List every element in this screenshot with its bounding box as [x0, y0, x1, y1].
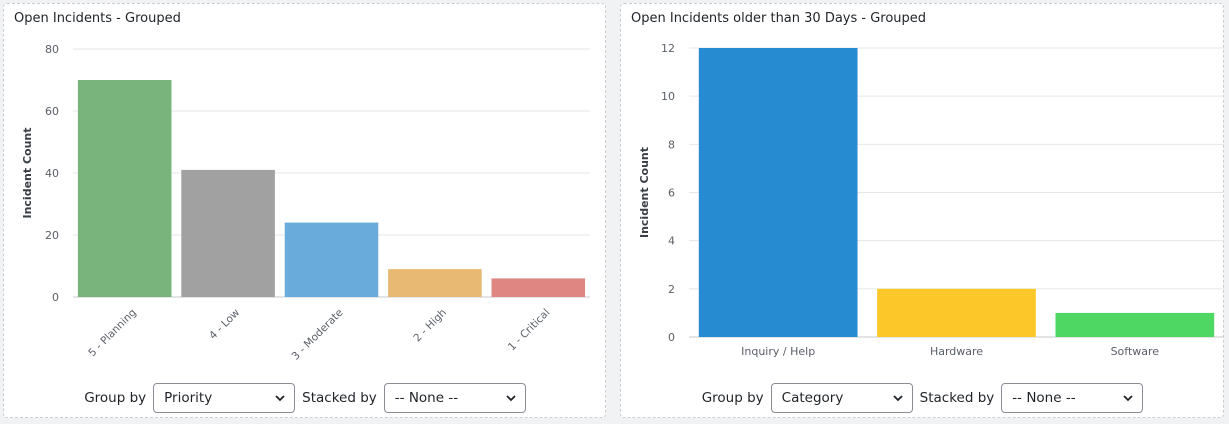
group-by-label: Group by: [84, 390, 147, 406]
x-tick-label: Hardware: [930, 345, 983, 358]
bar-3-moderate: [284, 222, 379, 297]
chart-title: Open Incidents - Grouped: [14, 11, 181, 26]
group-by-selected-value: Category: [781, 390, 844, 406]
y-tick-label: 20: [45, 229, 59, 242]
stacked-by-label: Stacked by: [919, 390, 995, 406]
x-tick-label: 2 - High: [411, 307, 449, 345]
group-by-select[interactable]: Category: [770, 383, 913, 413]
y-tick-label: 10: [661, 90, 675, 103]
bar-1-critical: [491, 278, 586, 297]
x-tick-label: Inquiry / Help: [741, 345, 815, 358]
bar-5-planning: [77, 80, 172, 297]
bar-hardware: [877, 288, 1036, 337]
y-tick-label: 40: [45, 167, 59, 180]
stacked-by-select[interactable]: -- None --: [383, 383, 526, 413]
x-tick-label: 1 - Critical: [506, 307, 553, 354]
y-tick-label: 2: [668, 283, 675, 296]
stacked-by-selected-value: -- None --: [394, 390, 459, 406]
bar-4-low: [181, 169, 275, 297]
y-tick-label: 80: [45, 43, 59, 56]
group-by-selected-value: Priority: [164, 390, 213, 406]
y-tick-label: 60: [45, 105, 59, 118]
y-axis-label: Incident Count: [21, 127, 34, 218]
y-tick-label: 12: [661, 42, 675, 55]
y-tick-label: 6: [668, 187, 675, 200]
stacked-by-label: Stacked by: [302, 390, 377, 406]
chart-title: Open Incidents older than 30 Days - Grou…: [631, 11, 927, 26]
stacked-by-select[interactable]: -- None --: [1001, 383, 1144, 413]
bar-chart-priority: 0 20 40 60 80 Incident Count 5 - Planning 4 - L…: [21, 43, 590, 363]
chevron-down-icon: [1123, 395, 1133, 402]
x-tick-label: Software: [1111, 345, 1160, 358]
group-by-select[interactable]: Priority: [153, 383, 296, 413]
x-tick-label: 4 - Low: [207, 306, 243, 342]
chart-controls: Group by Category Stacked by -- None --: [621, 382, 1223, 414]
bar-software: [1055, 312, 1215, 337]
group-by-label: Group by: [701, 390, 764, 406]
chart-card-open-incidents: Open Incidents - Grouped 0 20 40 60 80 Incide…: [3, 3, 606, 418]
bar-chart-category: 0 2 4 6 8 10 12 Incident Count Inquiry / Help Har…: [638, 42, 1224, 358]
chevron-down-icon: [893, 395, 903, 402]
chart-controls: Group by Priority Stacked by -- None --: [4, 382, 605, 414]
chart-card-open-incidents-30-days: Open Incidents older than 30 Days - Grou…: [620, 3, 1224, 418]
y-tick-label: 4: [668, 235, 675, 248]
chevron-down-icon: [506, 395, 516, 402]
chevron-down-icon: [275, 395, 285, 402]
bar-inquiry-help: [698, 48, 858, 337]
y-tick-label: 0: [668, 331, 675, 344]
stacked-by-selected-value: -- None --: [1012, 390, 1076, 406]
y-axis-label: Incident Count: [638, 147, 651, 238]
x-tick-label: 5 - Planning: [86, 307, 139, 360]
y-tick-label: 0: [52, 291, 59, 304]
bar-2-high: [388, 269, 482, 297]
x-tick-label: 3 - Moderate: [290, 307, 346, 363]
y-tick-label: 8: [668, 138, 675, 151]
